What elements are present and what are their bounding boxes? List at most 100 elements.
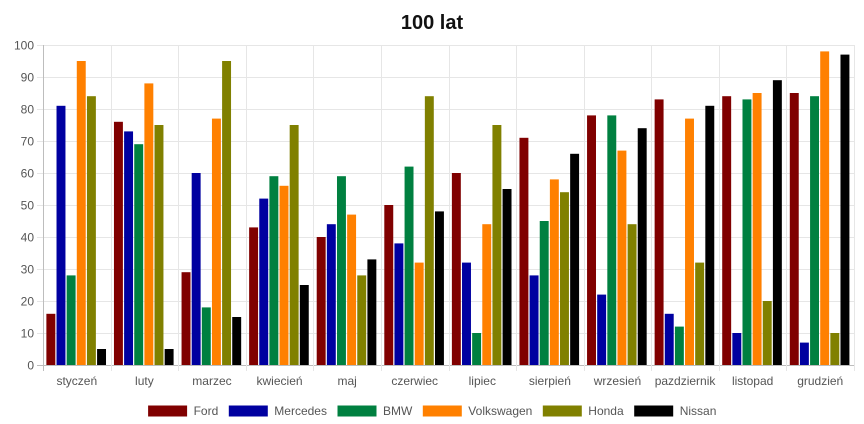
bar[interactable] [404, 166, 414, 365]
y-tick-label: 50 [21, 199, 35, 213]
y-tick-label: 10 [21, 327, 35, 341]
bar[interactable] [144, 83, 154, 366]
bar[interactable] [539, 221, 549, 365]
bar[interactable] [627, 224, 637, 365]
bar[interactable] [357, 275, 367, 365]
bar[interactable] [414, 262, 424, 365]
legend-item[interactable]: Volkswagen [421, 404, 532, 418]
bar[interactable] [86, 96, 96, 365]
bar[interactable] [124, 131, 134, 365]
bar[interactable] [424, 96, 434, 365]
bar[interactable] [570, 153, 580, 365]
legend-item[interactable]: Nissan [633, 404, 717, 418]
bar[interactable] [367, 259, 377, 365]
bar[interactable] [336, 176, 346, 365]
bar[interactable] [762, 301, 772, 365]
bar[interactable] [76, 61, 86, 365]
bar[interactable] [211, 118, 221, 365]
bar[interactable] [549, 179, 559, 365]
bar[interactable] [637, 128, 647, 365]
bar[interactable] [134, 144, 144, 365]
x-tick-label: pazdziernik [655, 374, 717, 388]
legend-item[interactable]: Honda [541, 404, 624, 418]
bar[interactable] [279, 185, 289, 365]
bar[interactable] [164, 349, 174, 365]
bar[interactable] [154, 125, 164, 365]
bar[interactable] [66, 275, 76, 365]
bar[interactable] [201, 307, 211, 365]
bar[interactable] [181, 272, 191, 365]
x-tick-label: wrzesień [593, 374, 641, 388]
bar[interactable] [654, 99, 664, 366]
bar[interactable] [384, 205, 394, 365]
chart-title: 100 lat [401, 12, 464, 34]
bar[interactable] [705, 105, 715, 366]
legend-item[interactable]: Ford [147, 404, 219, 418]
bar[interactable] [789, 93, 799, 365]
bars [46, 51, 850, 366]
bar[interactable] [597, 294, 607, 365]
bar[interactable] [752, 93, 762, 365]
bar[interactable] [232, 317, 242, 365]
bar[interactable] [742, 99, 752, 366]
y-tick-label: 30 [21, 263, 35, 277]
bar[interactable] [722, 96, 732, 365]
x-axis: styczeń luty marzec kwiecień maj czerwiec lipi… [56, 374, 843, 388]
y-tick-label: 0 [27, 359, 34, 373]
bar[interactable] [830, 333, 840, 365]
bar[interactable] [451, 173, 461, 365]
bar[interactable] [97, 349, 107, 365]
x-tick-label: luty [135, 374, 154, 388]
bar[interactable] [685, 118, 694, 365]
y-tick-label: 40 [21, 231, 35, 245]
bar[interactable] [191, 173, 201, 365]
bar[interactable] [222, 61, 232, 365]
bar[interactable] [587, 115, 596, 366]
bar[interactable] [502, 189, 512, 365]
bar[interactable] [560, 192, 569, 365]
legend-item[interactable]: Mercedes [227, 404, 327, 418]
bar[interactable] [519, 137, 529, 365]
legend-item[interactable]: BMW [336, 404, 413, 418]
bar[interactable] [394, 243, 404, 365]
gridlines [37, 45, 855, 371]
bar[interactable] [299, 285, 309, 365]
bar[interactable] [482, 224, 492, 365]
legend-swatch [227, 404, 269, 418]
bar[interactable] [732, 333, 742, 365]
bar[interactable] [326, 224, 336, 365]
x-tick-label: maj [337, 374, 356, 388]
bar[interactable] [249, 227, 259, 365]
bar[interactable] [347, 214, 357, 365]
legend[interactable]: Ford Mercedes BMW Volkswagen Honda Nissan [147, 404, 717, 418]
bar[interactable] [810, 96, 820, 365]
bar[interactable] [462, 262, 471, 365]
bar[interactable] [316, 237, 326, 365]
bar[interactable] [56, 105, 66, 366]
x-tick-label: sierpień [529, 374, 571, 388]
bar[interactable] [434, 211, 444, 365]
legend-label: Nissan [680, 404, 717, 418]
legend-label: Volkswagen [468, 404, 532, 418]
bar[interactable] [664, 313, 674, 365]
bar[interactable] [772, 80, 782, 365]
bar[interactable] [492, 125, 502, 365]
bar[interactable] [46, 313, 56, 365]
bar[interactable] [607, 115, 617, 366]
x-tick-label: kwiecień [257, 374, 303, 388]
bar[interactable] [617, 150, 627, 365]
bar[interactable] [113, 121, 123, 365]
bar[interactable] [259, 198, 269, 365]
bar[interactable] [269, 176, 279, 365]
legend-swatch [633, 404, 675, 418]
bar[interactable] [840, 54, 850, 365]
bar[interactable] [289, 125, 299, 365]
bar[interactable] [695, 262, 705, 365]
bar[interactable] [529, 275, 539, 365]
x-tick-label: marzec [192, 374, 231, 388]
bar[interactable] [820, 51, 830, 366]
bar[interactable] [674, 326, 684, 365]
y-tick-label: 70 [21, 135, 35, 149]
bar[interactable] [799, 342, 809, 365]
bar[interactable] [472, 333, 482, 365]
